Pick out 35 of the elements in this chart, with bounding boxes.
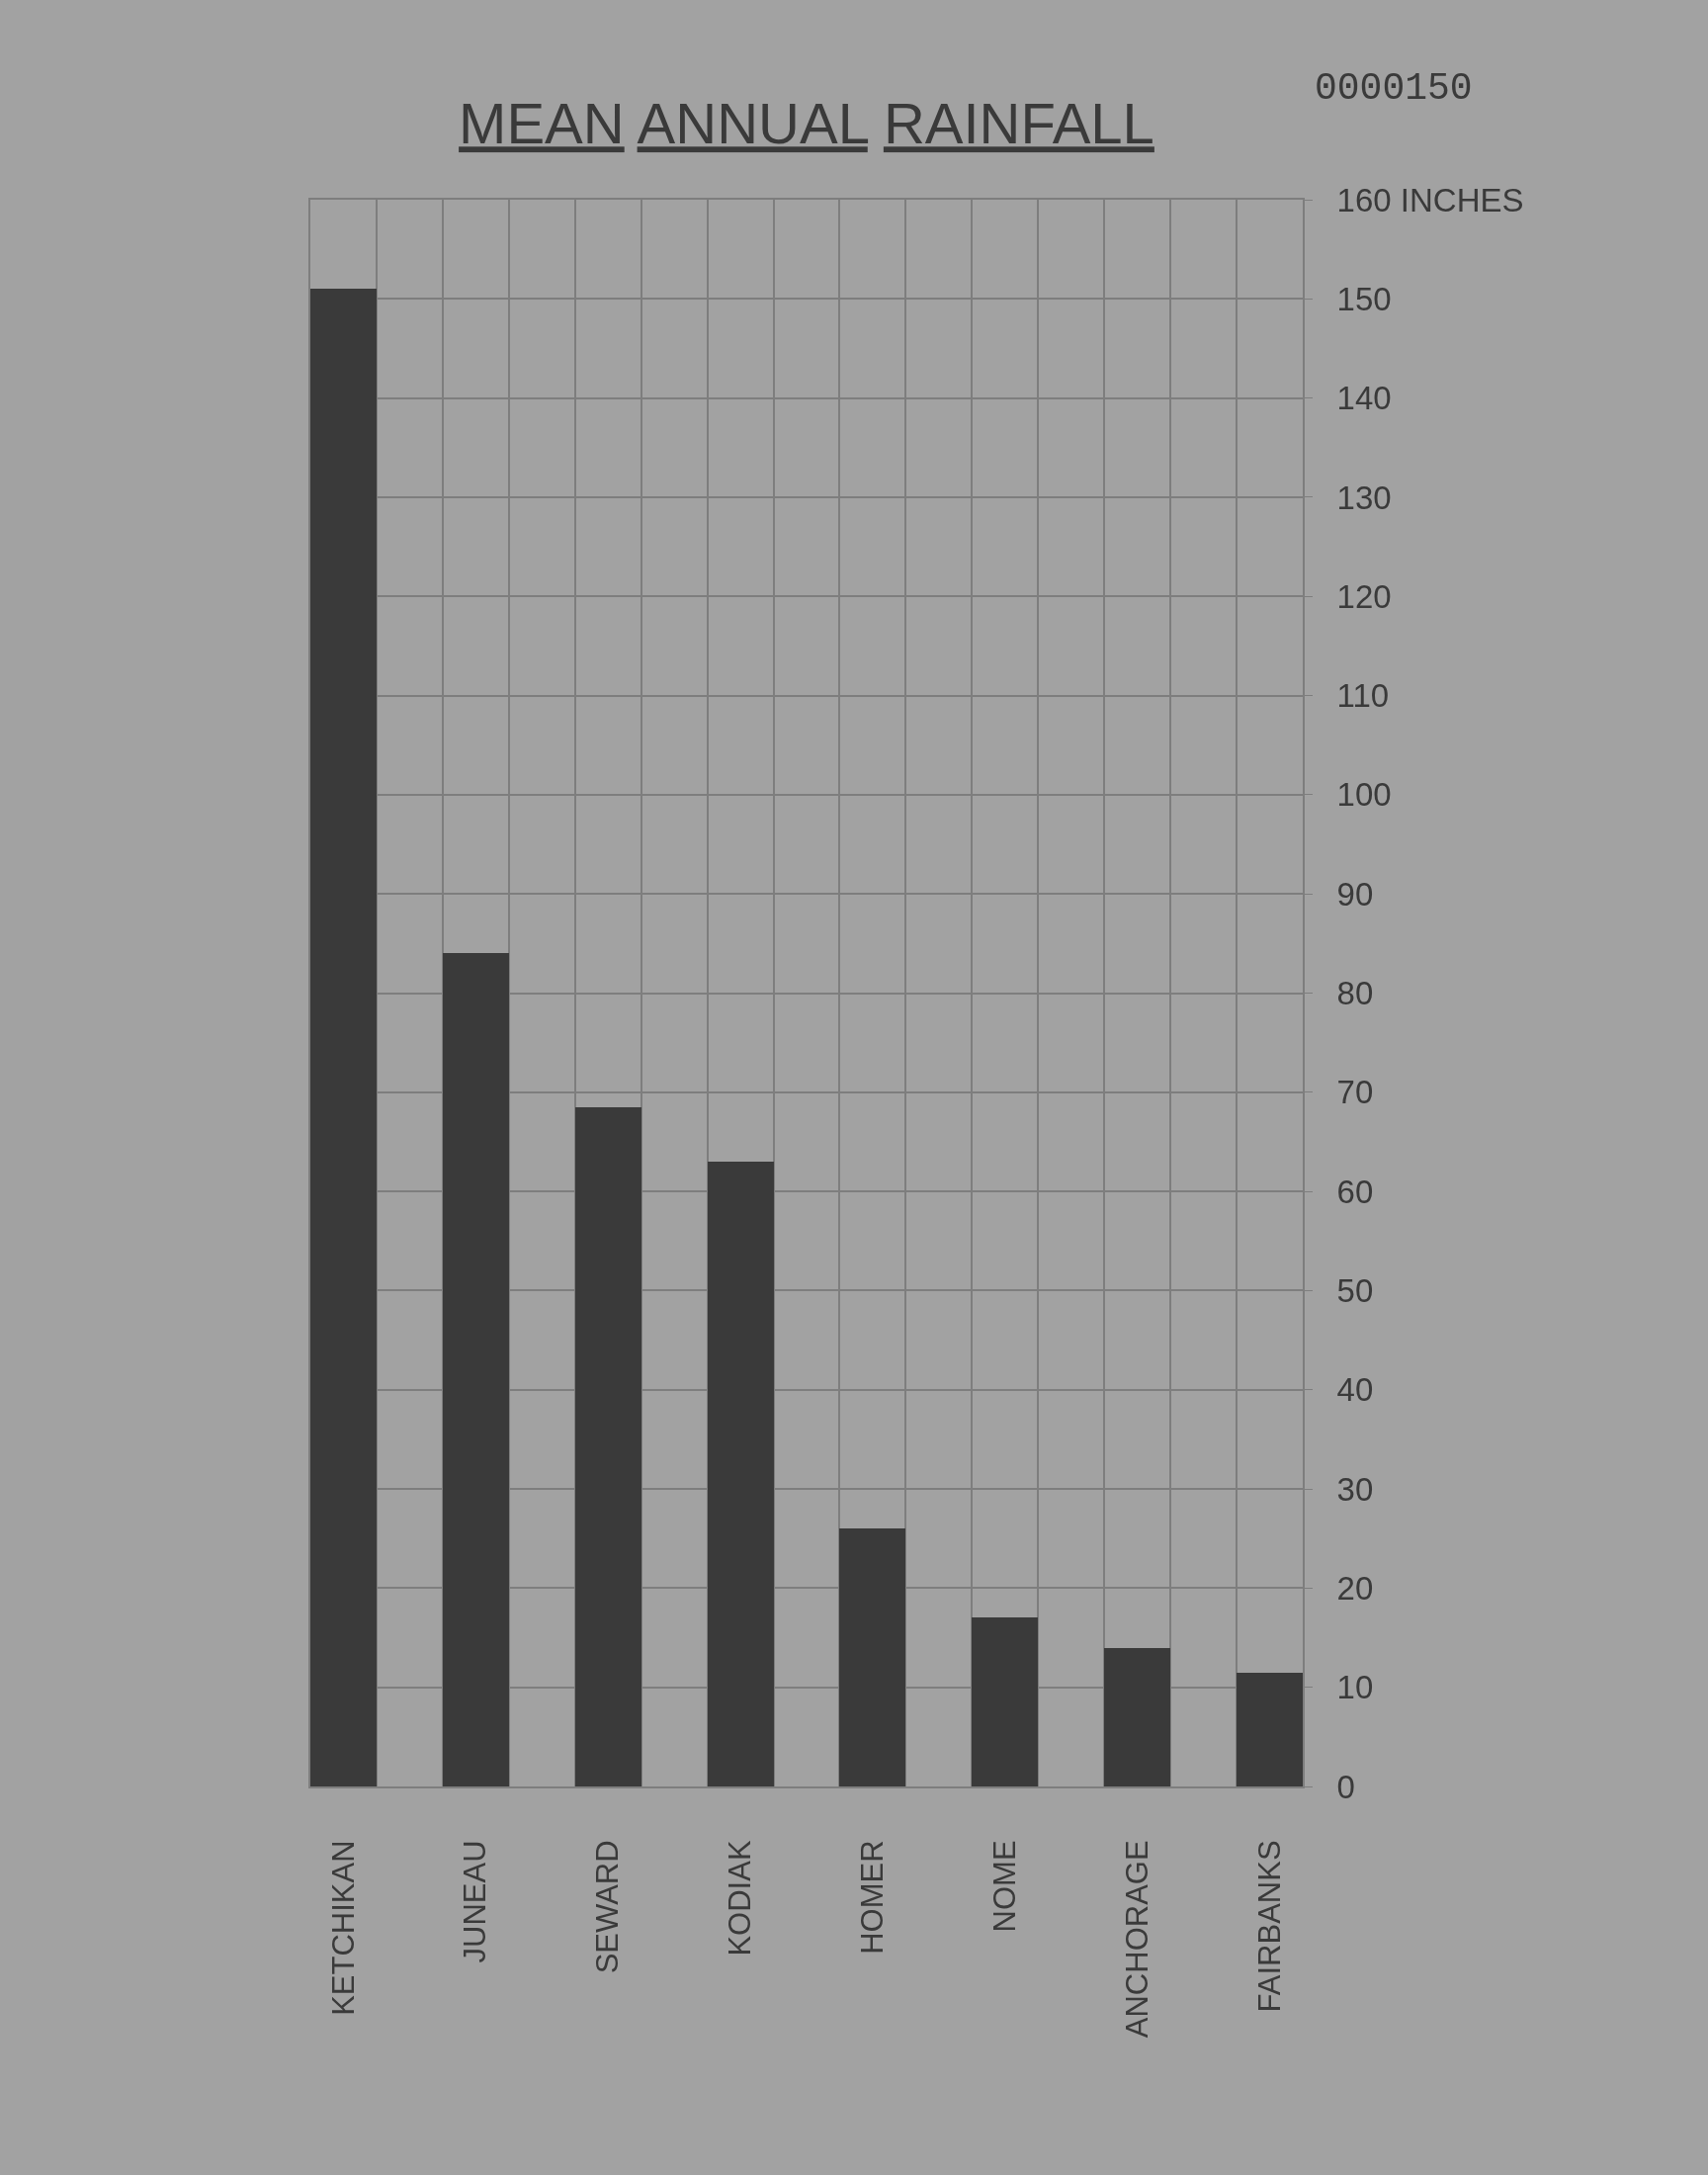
y-tick-label: 80 (1336, 975, 1374, 1012)
y-tick-label: 50 (1336, 1271, 1374, 1309)
y-tick-label: 160 INCHES (1336, 181, 1524, 218)
y-tick-label: 20 (1336, 1569, 1374, 1607)
bar (972, 1617, 1038, 1786)
bar (310, 289, 377, 1786)
x-tick-label: JUNEAU (458, 1840, 493, 1963)
bar (575, 1107, 641, 1786)
x-tick-label: FAIRBANKS (1251, 1840, 1287, 2013)
y-tick-label: 130 (1336, 478, 1392, 516)
y-tick-label: 10 (1336, 1669, 1374, 1706)
y-tick-label: 150 (1336, 280, 1392, 317)
x-tick-label: KODIAK (723, 1840, 758, 1957)
y-tick-label: 0 (1336, 1768, 1355, 1805)
y-tick-label: 90 (1336, 875, 1374, 913)
x-tick-label: KETCHIKAN (325, 1840, 361, 2016)
chart-title: MEAN ANNUAL RAINFALL (459, 91, 1154, 156)
y-tick-label: 110 (1336, 677, 1390, 715)
x-tick-label: ANCHORAGE (1119, 1840, 1154, 2039)
bar (443, 953, 509, 1786)
bar (1237, 1673, 1303, 1786)
y-tick-label: 30 (1336, 1470, 1374, 1508)
bar (839, 1528, 905, 1786)
x-tick-label: HOMER (855, 1840, 891, 1955)
y-tick-label: 140 (1336, 380, 1392, 417)
bar (708, 1162, 774, 1786)
y-tick-label: 60 (1336, 1173, 1374, 1210)
y-tick-label: 70 (1336, 1074, 1374, 1111)
text: 0000150 (1315, 67, 1473, 110)
y-tick-label: 40 (1336, 1371, 1374, 1409)
y-tick-label: 120 (1336, 577, 1392, 615)
bar (1104, 1648, 1170, 1786)
y-tick-label: 100 (1336, 776, 1392, 814)
x-tick-label: NOME (986, 1840, 1022, 1933)
x-tick-label: SEWARD (590, 1840, 626, 1974)
